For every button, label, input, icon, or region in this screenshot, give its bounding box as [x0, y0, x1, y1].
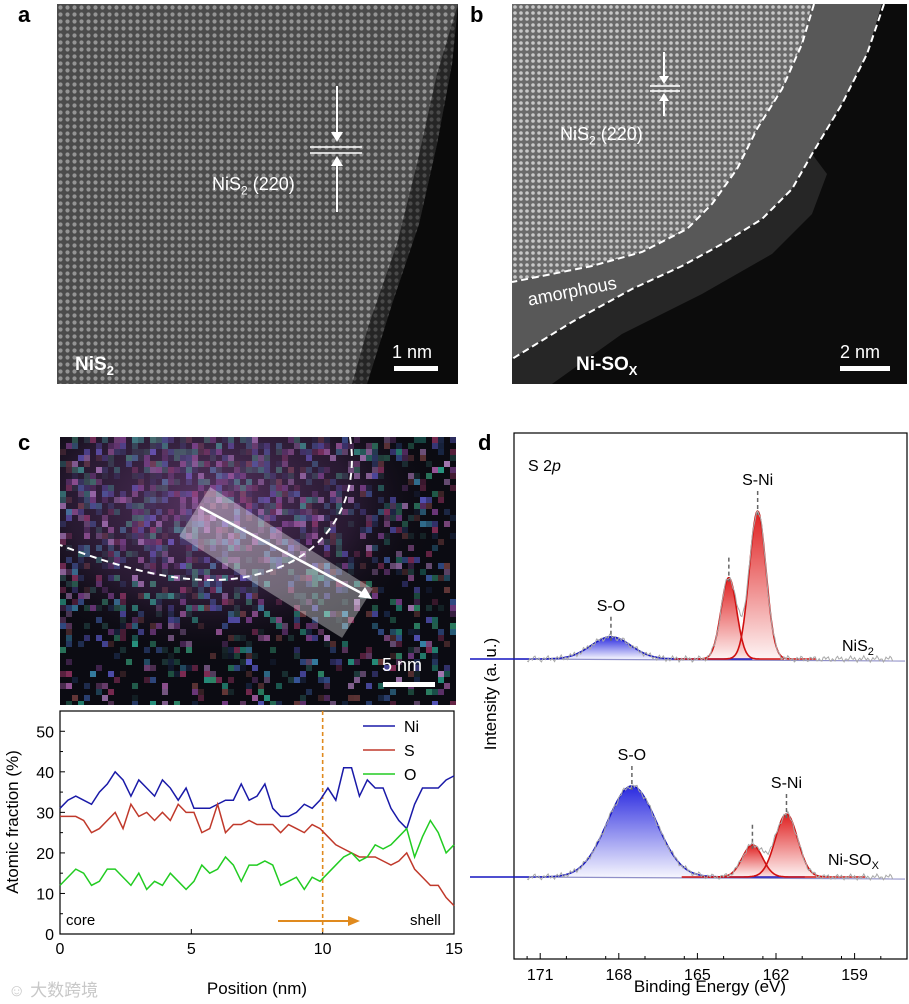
- x-tick-label-c: 10: [314, 941, 332, 958]
- raw-spectrum-ni-sox: [526, 784, 894, 882]
- x-tick-label-d: 159: [841, 967, 868, 984]
- y-axis-label-c: Atomic fraction (%): [3, 750, 22, 894]
- elemental-map-image: [60, 437, 456, 705]
- baseline-ni-sox: [515, 876, 906, 880]
- eels-map: 5 nm: [60, 437, 456, 705]
- x-axis-label-c: Position (nm): [207, 979, 307, 998]
- micrograph-b: NiS2 (220) amorphous Ni-SOX 2 nm: [512, 4, 907, 384]
- plot-frame-d: [513, 432, 908, 960]
- scale-label-b: 2 nm: [840, 342, 881, 362]
- spectrum-title: S 2p: [528, 458, 561, 475]
- inner-boundary-b: [512, 4, 815, 283]
- sample-label-b: Ni-SOX: [576, 354, 638, 378]
- y-axis-label-d: Intensity (a. u.): [481, 638, 500, 750]
- y-tick-label-c: 30: [36, 805, 54, 822]
- x-tick-label-d: 171: [527, 967, 554, 984]
- line-scan-arrow: [199, 505, 366, 597]
- micrograph-a: NiS2 (220) NiS2 1 nm: [57, 4, 458, 384]
- peak-fill-ni-sox-0: [470, 786, 805, 877]
- x-axis-label-d: Binding Energy (eV): [634, 977, 786, 996]
- scale-bar-c: [383, 682, 435, 687]
- sample-label-a: NiS2: [75, 354, 114, 378]
- x-tick-label-d: 168: [605, 967, 632, 984]
- xps-s2p-chart: S 2p S-O S-Ni S-O S-Ni 171 168 165 162 159 Bind…: [470, 432, 908, 996]
- legend-label-o: O: [404, 767, 416, 784]
- legend-label-s: S: [404, 743, 415, 760]
- scale-bar-a: [394, 366, 438, 371]
- panel-letter-b: b: [470, 2, 484, 27]
- y-tick-label-c: 50: [36, 724, 54, 741]
- plane-label-a: NiS2 (220): [212, 174, 295, 198]
- y-tick-label-c: 0: [45, 927, 54, 944]
- lattice-image-b: [512, 4, 907, 384]
- y-tick-label-c: 10: [36, 886, 54, 903]
- spectrum-label-nis2: NiS2: [842, 638, 874, 658]
- atomic-fraction-chart: 0 5 10 15 0 10 20 30 40 50 Ni SO core shell Positi…: [3, 710, 463, 998]
- peak-fill-nis2-1: [673, 577, 784, 659]
- peak-fill-nis2-2: [698, 511, 817, 659]
- panel-letter-d: d: [478, 430, 492, 455]
- x-tick-label-c: 0: [56, 941, 65, 958]
- peak-fill-nis2-0: [470, 636, 753, 659]
- x-tick-label-c: 15: [445, 941, 463, 958]
- scale-label-c: 5 nm: [382, 655, 423, 675]
- peak-label-nis2-0: S-O: [597, 598, 625, 615]
- peak-label-nis2-2: S-Ni: [742, 472, 773, 489]
- shell-label: shell: [410, 912, 441, 929]
- peak-label-ni-sox-2: S-Ni: [771, 775, 802, 792]
- scale-bar-b: [840, 366, 890, 371]
- plane-label-b: NiS2 (220): [560, 124, 643, 148]
- baseline-nis2: [515, 658, 906, 662]
- watermark: ☺ 大数跨境: [8, 981, 99, 1000]
- core-label: core: [66, 912, 95, 929]
- line-scan-box: [179, 487, 373, 638]
- panel-letter-a: a: [18, 2, 31, 27]
- x-tick-label-c: 5: [187, 941, 196, 958]
- scale-label-a: 1 nm: [392, 342, 433, 362]
- y-tick-label-c: 20: [36, 846, 54, 863]
- x-tick-label-d: 162: [763, 967, 790, 984]
- plot-frame-c: [59, 710, 455, 935]
- panel-letter-c: c: [18, 430, 31, 455]
- lattice-image-a: [57, 4, 458, 384]
- peak-fill-ni-sox-2: [707, 814, 866, 877]
- series-line-o: [59, 818, 455, 891]
- core-boundary-c: [60, 437, 353, 581]
- series-line-ni: [59, 767, 455, 830]
- series-line-s: [60, 801, 455, 907]
- outer-boundary-b: [512, 4, 885, 360]
- x-tick-label-d: 165: [684, 967, 711, 984]
- peak-label-ni-sox-0: S-O: [618, 747, 646, 764]
- peak-fill-ni-sox-1: [681, 844, 824, 877]
- raw-spectrum-nis2: [526, 509, 894, 664]
- y-tick-label-c: 40: [36, 765, 54, 782]
- spectrum-label-nisox: Ni-SOX: [828, 852, 880, 872]
- legend-label-ni: Ni: [404, 719, 419, 736]
